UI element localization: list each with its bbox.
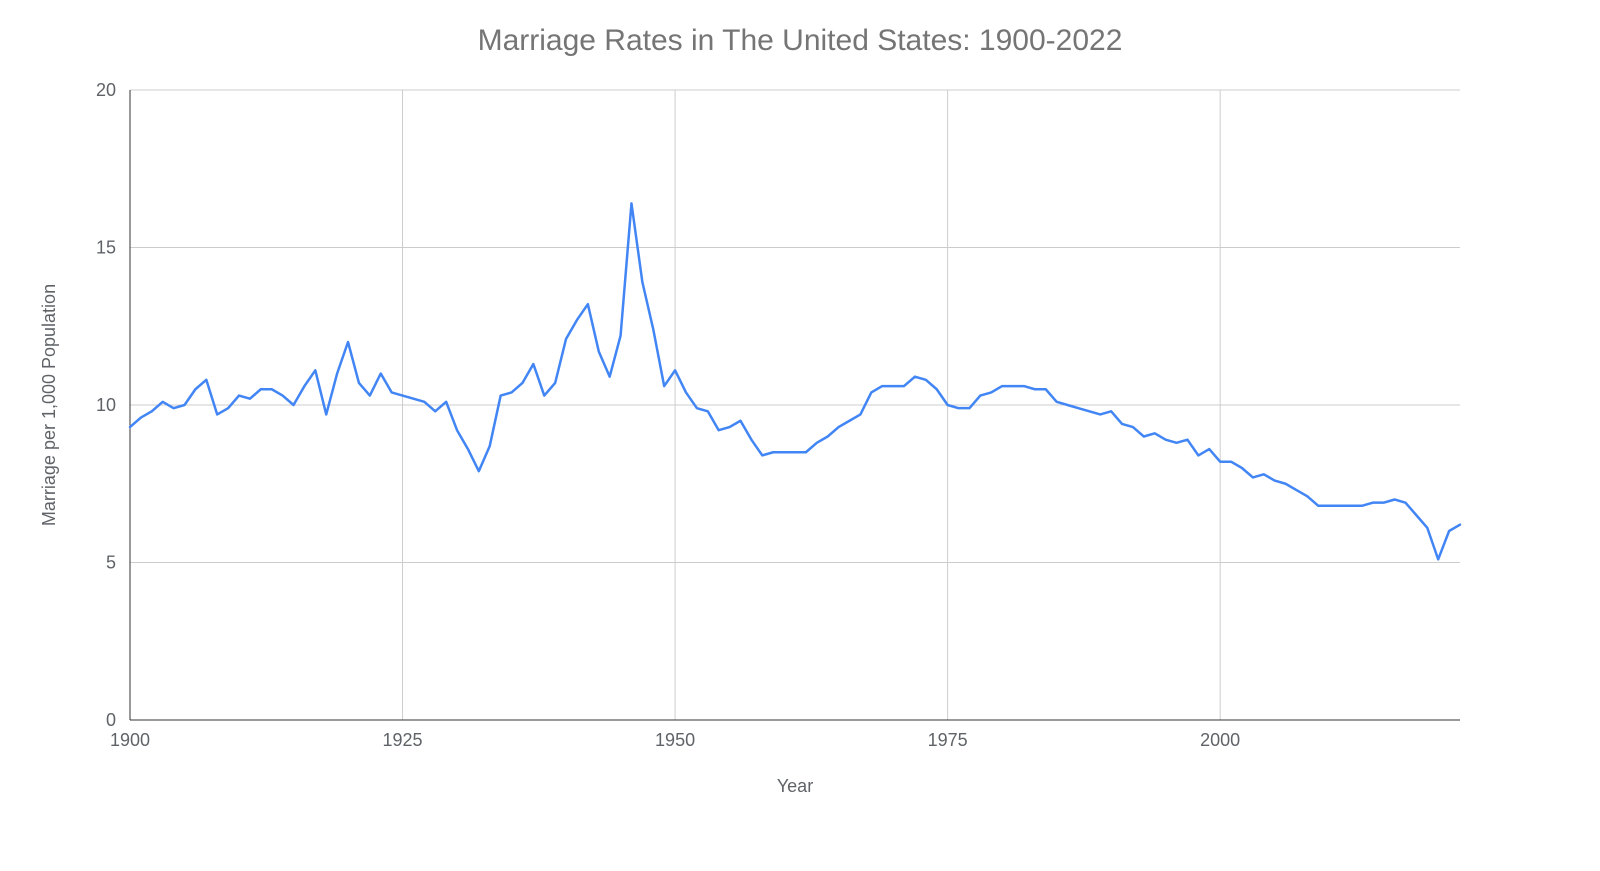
x-tick-label: 1925 xyxy=(383,730,423,750)
y-tick-label: 20 xyxy=(96,80,116,100)
chart-container: Marriage Rates in The United States: 190… xyxy=(0,0,1600,871)
x-tick-label: 1975 xyxy=(928,730,968,750)
x-tick-label: 1950 xyxy=(655,730,695,750)
x-tick-label: 1900 xyxy=(110,730,150,750)
x-tick-label: 2000 xyxy=(1200,730,1240,750)
y-tick-label: 0 xyxy=(106,710,116,730)
chart-svg: 1900192519501975200005101520YearMarriage… xyxy=(0,0,1600,871)
y-tick-label: 10 xyxy=(96,395,116,415)
data-line xyxy=(130,203,1460,559)
y-tick-label: 15 xyxy=(96,238,116,258)
x-axis-label: Year xyxy=(777,776,813,796)
y-tick-label: 5 xyxy=(106,553,116,573)
y-axis-label: Marriage per 1,000 Population xyxy=(39,284,59,526)
